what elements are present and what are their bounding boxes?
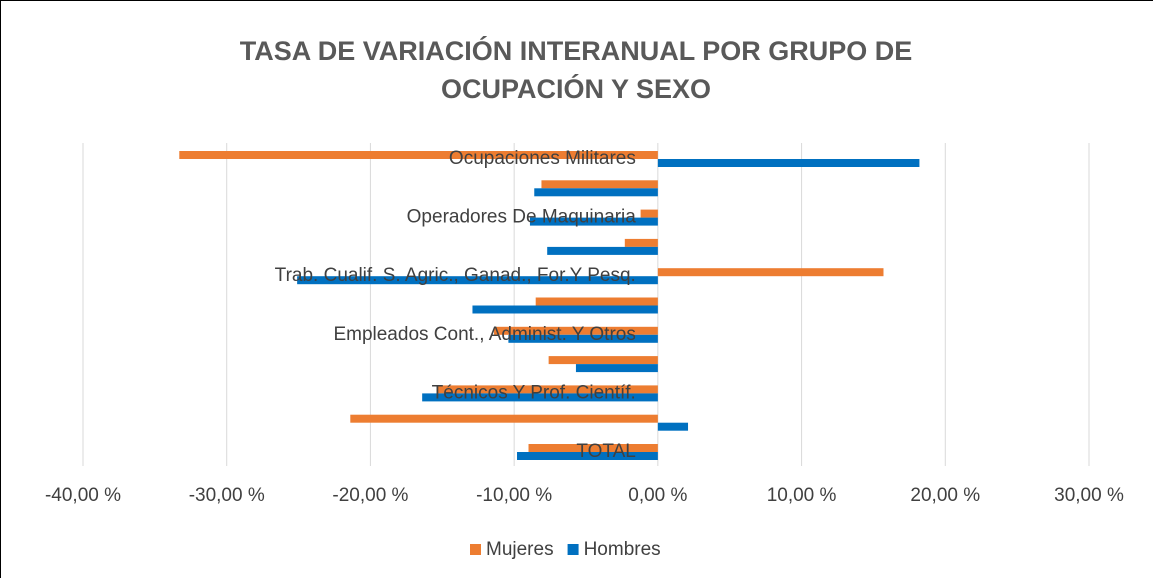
y-tick-label: Trab. Cualif. S. Agric., Ganad., For.Y P… [275, 265, 636, 286]
labels: -40,00 % -30,00 % -20,00 % -10,00 % 0,00 % 10… [45, 148, 1124, 560]
x-tick-label: 0,00 % [628, 485, 687, 506]
y-tick-label: Empleados Cont., Administ. Y Otros [333, 324, 635, 345]
bar [548, 356, 658, 365]
x-tick-label: -30,00 % [189, 485, 265, 506]
bar [657, 422, 689, 431]
bar [350, 414, 658, 423]
bar [528, 444, 658, 452]
bar [657, 268, 884, 277]
bar [508, 334, 658, 343]
bar [547, 246, 658, 255]
bar [517, 452, 658, 460]
bar [297, 276, 658, 285]
x-tick-label: 20,00 % [910, 485, 980, 506]
bar [541, 180, 658, 189]
x-tick-label: 30,00 % [1054, 485, 1124, 506]
bar [422, 393, 658, 402]
x-tick-label: -40,00 % [45, 485, 121, 506]
legend-label: Hombres [584, 539, 661, 560]
legend-label: Mujeres [486, 539, 554, 560]
y-tick-label: TOTAL [576, 441, 635, 462]
y-tick-label: Técnicos Y Prof. Científ. [432, 382, 636, 403]
bar [535, 297, 658, 306]
bars [179, 151, 920, 460]
x-tick-label: -10,00 % [476, 485, 552, 506]
y-tick-label: Operadores De Maquinaria [407, 207, 637, 228]
x-tick-label: -20,00 % [332, 485, 408, 506]
legend-swatch [567, 544, 579, 555]
bar [494, 326, 658, 335]
bar [657, 159, 920, 167]
bar [436, 385, 658, 394]
y-tick-label: Ocupaciones Militares [449, 148, 636, 169]
chart-title: TASA DE VARIACIÓN INTERANUAL POR GRUPO D… [239, 36, 913, 104]
bar [534, 188, 658, 197]
bar [529, 217, 658, 226]
bar [472, 305, 658, 314]
x-tick-label: 10,00 % [767, 485, 837, 506]
bar [640, 209, 658, 218]
bar [575, 364, 658, 373]
legend-swatch [470, 544, 481, 555]
bar [179, 151, 658, 159]
bar [624, 238, 658, 247]
